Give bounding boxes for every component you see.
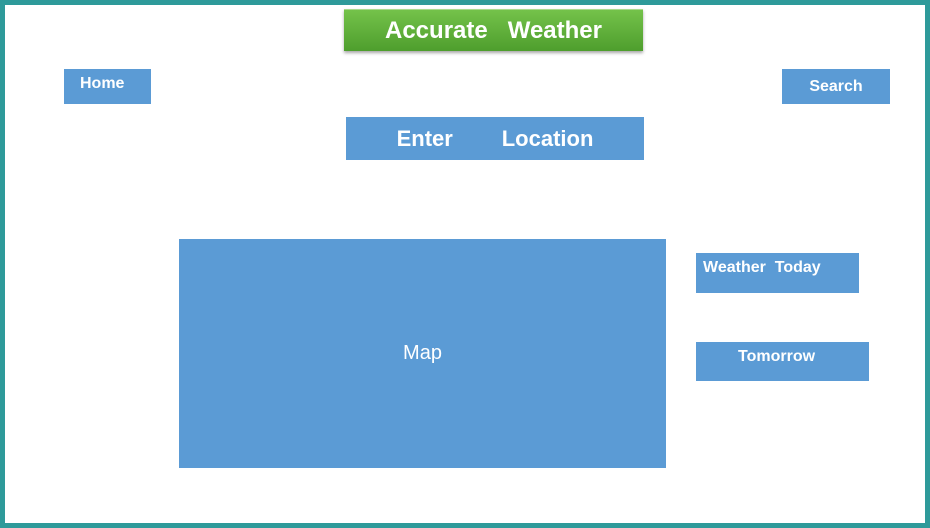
search-button[interactable]: Search bbox=[782, 69, 890, 104]
map-panel[interactable]: Map bbox=[179, 239, 666, 468]
home-button[interactable]: Home bbox=[64, 69, 151, 104]
weather-today-button[interactable]: Weather Today bbox=[696, 253, 859, 293]
location-input[interactable]: Enter Location bbox=[346, 117, 644, 160]
map-label: Map bbox=[403, 342, 442, 364]
tomorrow-button[interactable]: Tomorrow bbox=[696, 342, 869, 381]
app-title: Accurate Weather bbox=[344, 9, 643, 51]
